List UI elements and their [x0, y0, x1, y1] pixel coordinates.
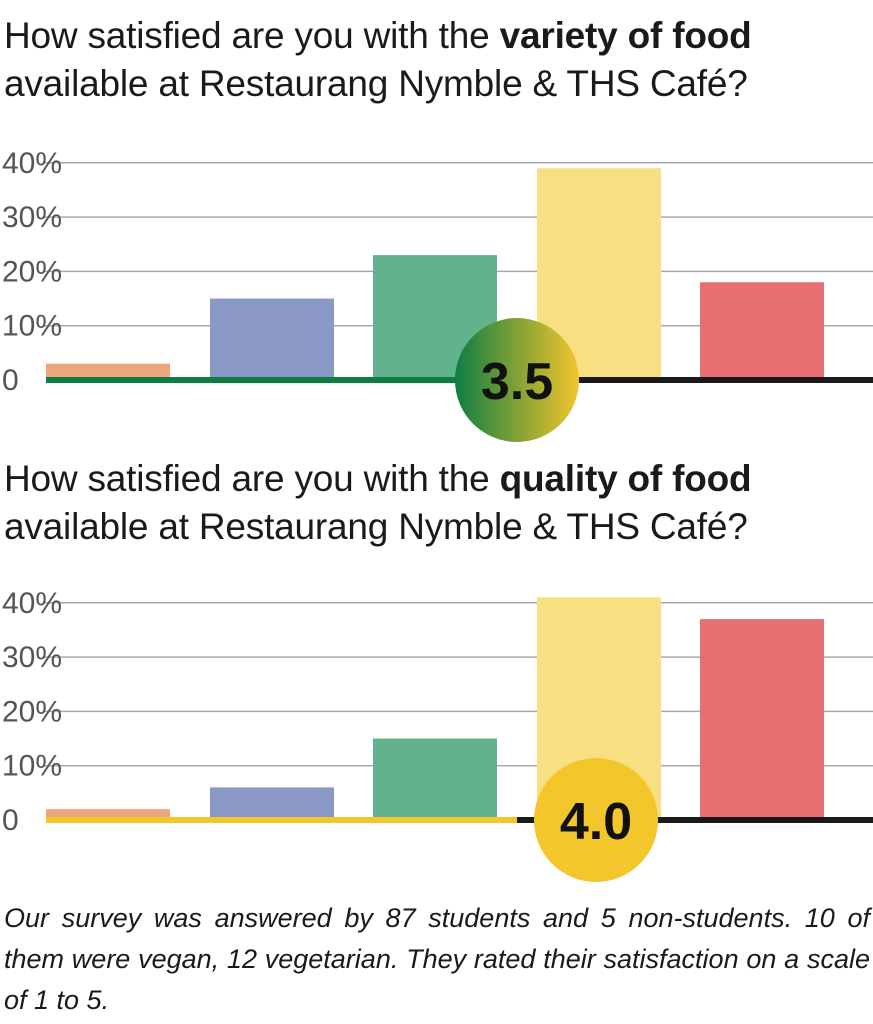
y-tick-label: 30% [2, 641, 62, 674]
title-emphasis: variety of food [499, 15, 752, 56]
y-tick-label: 40% [2, 147, 62, 180]
chart-title-quality: How satisfied are you with the quality o… [4, 455, 873, 551]
y-tick-label: 10% [2, 750, 62, 783]
bar-rating-1 [46, 363, 170, 380]
y-tick-label: 10% [2, 310, 62, 343]
quality-bar-chart: 0 10% 20% 30% 40% 4.0 [2, 587, 873, 882]
score-badge [534, 758, 658, 882]
survey-note: Our survey was answered by 87 students a… [4, 903, 870, 1015]
bar-rating-2 [210, 787, 334, 820]
y-tick-label: 0 [2, 804, 19, 837]
chart-title-variety: How satisfied are you with the variety o… [4, 12, 873, 108]
variety-bar-chart: 0 10% 20% 30% 40% 3.5 [2, 147, 873, 442]
bar-rating-2 [210, 298, 334, 380]
score-value: 3.5 [481, 353, 553, 411]
score-value: 4.0 [560, 793, 632, 851]
title-emphasis: quality of food [499, 458, 752, 499]
title-suffix: available at Restaurang Nymble & THS Caf… [4, 63, 748, 104]
title-prefix: How satisfied are you with the [4, 458, 500, 499]
score-badge [455, 318, 579, 442]
bar-rating-1 [46, 809, 170, 820]
y-tick-label: 20% [2, 255, 62, 288]
bar-rating-5 [700, 619, 824, 820]
bar-rating-3 [373, 738, 497, 820]
title-prefix: How satisfied are you with the [4, 15, 500, 56]
title-suffix: available at Restaurang Nymble & THS Caf… [4, 506, 748, 547]
y-tick-label: 30% [2, 201, 62, 234]
y-tick-label: 40% [2, 587, 62, 620]
y-tick-label: 20% [2, 695, 62, 728]
bar-rating-5 [700, 282, 824, 380]
y-tick-label: 0 [2, 364, 19, 397]
